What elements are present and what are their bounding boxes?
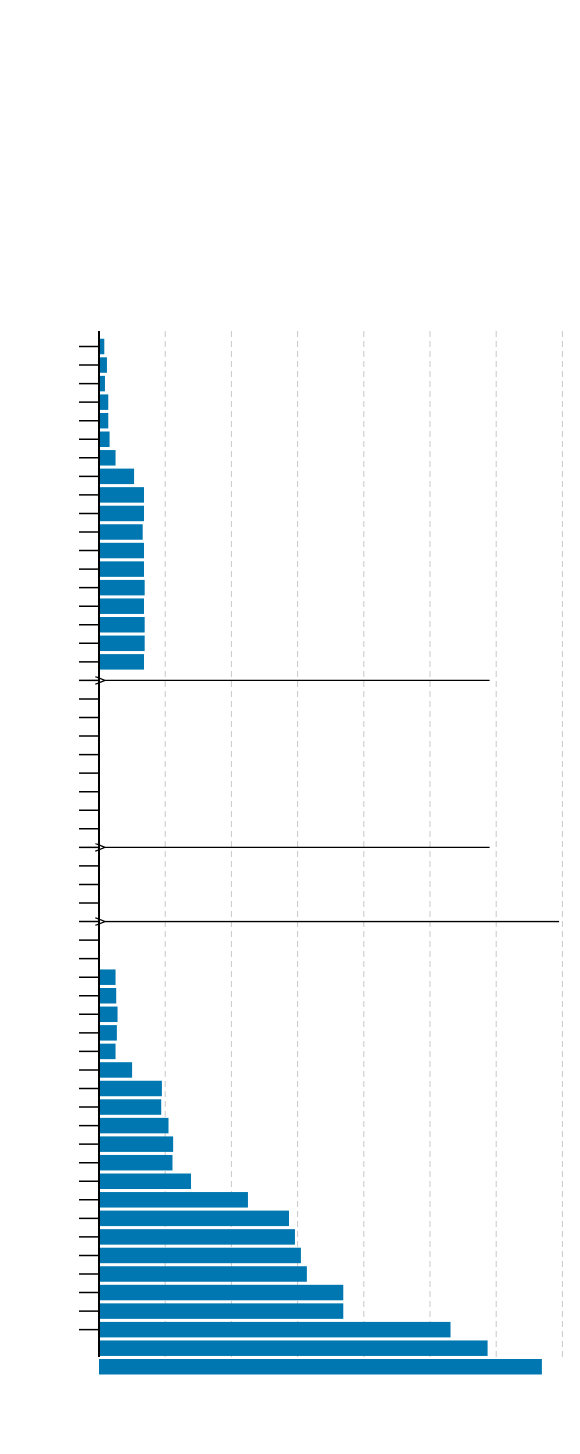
bar — [99, 635, 145, 652]
bar — [99, 969, 116, 985]
bar — [99, 375, 105, 392]
bar — [99, 1266, 307, 1282]
bar — [99, 988, 117, 1004]
bar — [99, 1043, 116, 1060]
bar — [99, 1229, 295, 1245]
bar — [99, 1210, 289, 1227]
bar — [99, 468, 135, 485]
bar — [99, 1321, 451, 1338]
bar — [99, 598, 145, 614]
bar — [99, 1247, 301, 1264]
bar — [99, 561, 145, 577]
bar — [99, 1025, 117, 1041]
axes — [79, 331, 100, 1357]
bar — [99, 1006, 118, 1023]
bar — [99, 1192, 248, 1208]
bar — [99, 524, 143, 540]
bar — [99, 1154, 173, 1171]
bar — [99, 450, 116, 466]
bar — [99, 1173, 192, 1189]
bar — [99, 542, 145, 559]
bar — [99, 1303, 344, 1319]
bar — [99, 654, 145, 670]
bar — [99, 338, 105, 355]
bar — [99, 1359, 542, 1375]
bar — [99, 579, 145, 596]
bar — [99, 505, 145, 522]
bar — [99, 1062, 133, 1078]
bar — [99, 487, 145, 503]
bar — [99, 394, 109, 410]
bar — [99, 357, 107, 373]
bar — [99, 1136, 174, 1152]
bar — [99, 1099, 162, 1115]
bar — [99, 1080, 162, 1097]
bars — [99, 338, 542, 1375]
annotations — [104, 680, 560, 921]
bar — [99, 1284, 344, 1301]
bar — [99, 412, 109, 429]
bar — [99, 431, 110, 447]
bar — [99, 617, 145, 633]
bar — [99, 1117, 169, 1134]
gridlines — [164, 331, 563, 1357]
bar — [99, 1340, 488, 1356]
